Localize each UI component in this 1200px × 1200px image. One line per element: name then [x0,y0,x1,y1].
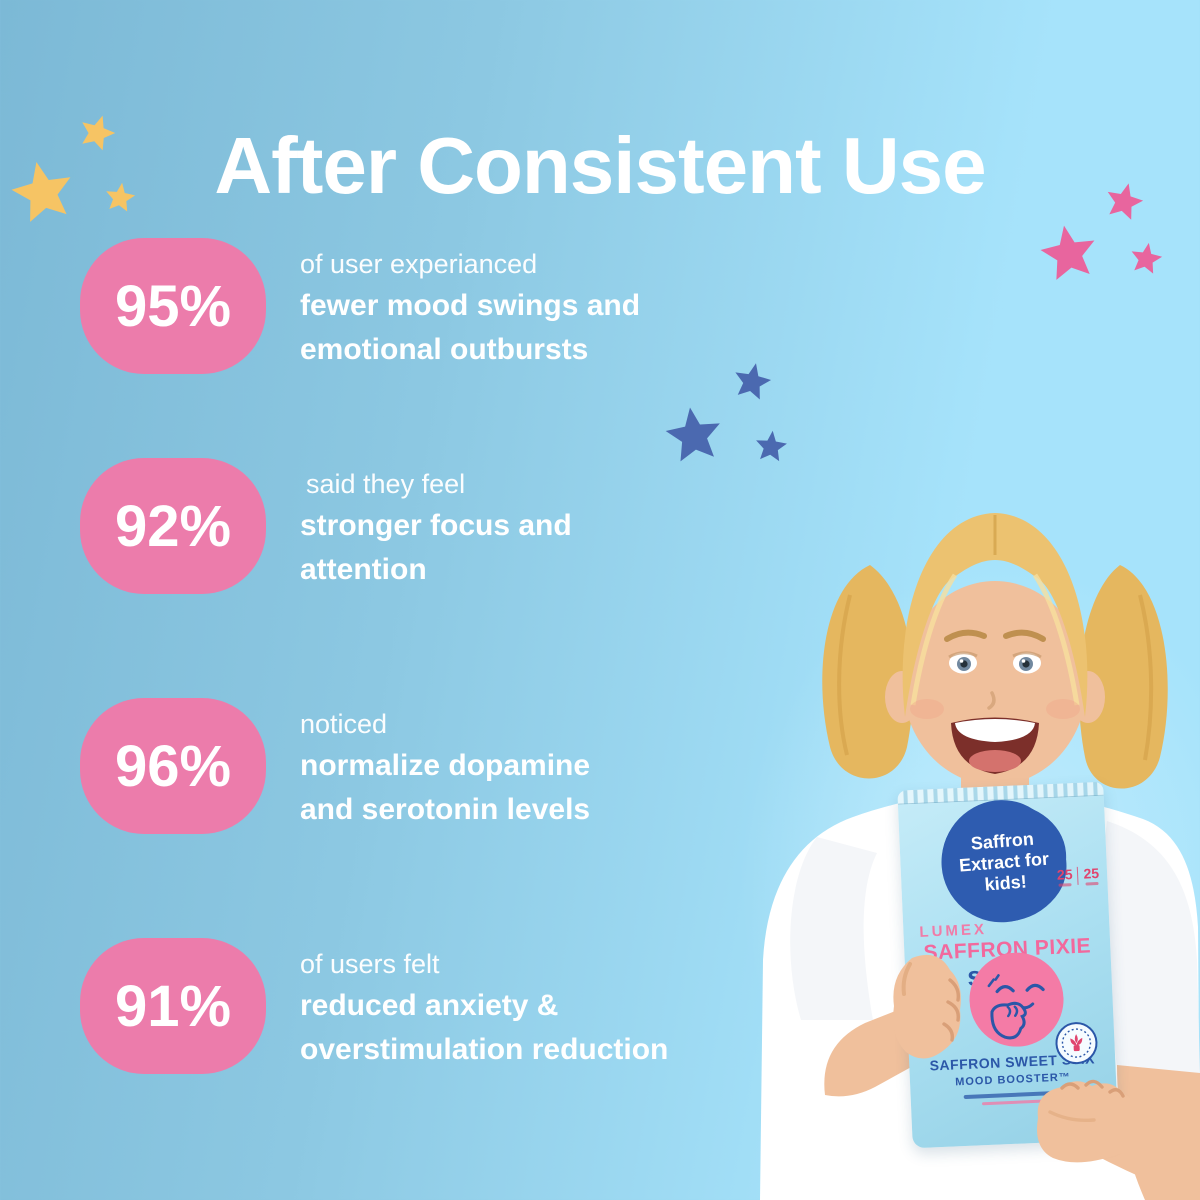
stat-lead-text: noticed [300,709,388,739]
stat-row-mood-swings: 95% of user experianced fewer mood swing… [80,238,640,374]
percent-value: 96% [114,733,232,799]
stat-bold-line: attention [300,553,427,586]
percent-value: 91% [114,973,232,1039]
product-package: Saffron Extract for kids! 25 25 LUMEX SA… [897,777,1119,1149]
stat-bold-line: fewer mood swings and [300,289,641,322]
quality-seal [1055,1022,1098,1065]
percent-badge: 92% [80,458,266,594]
star-yellow-small-1 [73,109,121,157]
star-blue-small-2 [750,428,791,466]
pink-face-illustration [969,952,1064,1047]
stat-bold-line: stronger focus and [300,509,572,542]
count-right: 25 [1083,864,1100,882]
stat-lead-text: said they feel [306,469,466,499]
stat-bold-line: emotional outbursts [300,333,589,366]
stat-bold-line: normalize dopamine [300,749,591,782]
stat-row-dopamine: 96% noticed normalize dopamine and serot… [80,698,590,834]
percent-badge: 91% [80,938,266,1074]
stat-lead-text: of users felt [300,949,440,979]
star-yellow-large [4,154,82,232]
percent-value: 92% [114,493,232,559]
star-blue-large [656,402,732,471]
percent-badge: 96% [80,698,266,834]
percent-badge: 95% [80,238,266,374]
star-pink-large [1031,219,1106,290]
page-title: After Consistent Use [214,120,986,210]
stat-row-anxiety: 91% of users felt reduced anxiety & over… [80,938,668,1074]
count-left: 25 [1056,866,1073,883]
brand-name: LUMEX [919,920,988,941]
serving-counts: 25 25 [1056,864,1100,887]
star-pink-small-2 [1125,239,1166,279]
stat-bold-line: overstimulation reduction [300,1033,669,1066]
star-yellow-small-2 [102,180,138,216]
child-right-hand [1037,1079,1138,1163]
star-blue-small-1 [726,358,777,406]
star-pink-small-1 [1098,177,1150,226]
child-left-hand [893,954,961,1059]
stat-lead-text: of user experianced [300,249,538,279]
stat-bold-line: and serotonin levels [300,793,591,826]
saffron-extract-badge: Saffron Extract for kids! [918,777,1090,947]
stat-bold-line: reduced anxiety & [300,989,559,1022]
stat-row-focus: 92% said they feel stronger focus and at… [80,458,572,594]
percent-value: 95% [114,273,232,339]
